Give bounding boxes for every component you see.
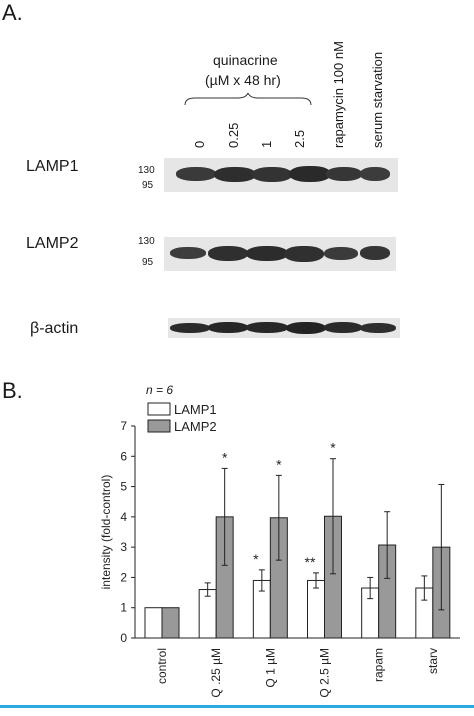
category-label: Q .25 µM	[209, 648, 223, 698]
legend-swatch-lamp2	[147, 419, 171, 433]
band	[324, 322, 362, 333]
significance-marker: *	[276, 456, 282, 472]
blot-lamp1	[164, 158, 398, 192]
blot-label-lamp1: LAMP1	[26, 158, 79, 175]
band	[286, 322, 326, 334]
mw-marker-95-lamp2: 95	[142, 257, 154, 268]
bar-lamp1	[144, 607, 163, 639]
blot-label-lamp2: LAMP2	[26, 235, 79, 252]
category-label: Q 2.5 µM	[318, 648, 332, 698]
lane-label-025: 0.25	[226, 122, 241, 148]
significance-marker: *	[253, 551, 259, 567]
bar-lamp1	[307, 579, 325, 639]
y-tick-label: 2	[120, 570, 127, 584]
lane-label-rapamycin: rapamycin 100 nM	[331, 41, 346, 148]
band	[252, 167, 292, 182]
y-tick-label: 3	[120, 540, 127, 554]
mw-marker-130-lamp2: 130	[138, 236, 155, 247]
y-tick-label: 7	[120, 419, 127, 433]
blot-lamp2	[164, 237, 396, 271]
band	[324, 247, 358, 260]
band	[170, 323, 210, 333]
legend-swatch-lamp1	[147, 402, 171, 416]
y-tick-label: 1	[120, 601, 127, 615]
band	[289, 166, 331, 182]
significance-marker: **	[305, 554, 316, 570]
y-tick-label: 5	[120, 480, 127, 494]
y-tick-label: 0	[120, 631, 127, 645]
y-tick-label: 6	[120, 449, 127, 463]
band	[208, 322, 248, 333]
category-label: control	[155, 648, 169, 684]
panel-b-letter: B.	[2, 378, 23, 403]
lane-label-0: 0	[192, 140, 207, 148]
lane-label-25: 2.5	[292, 129, 307, 148]
lane-label-serum-starvation: serum starvation	[370, 51, 385, 148]
bar-chart: 0 1 2 3 4 5 6 7 intensity (fold-control) control *…	[99, 402, 460, 698]
band	[246, 322, 288, 333]
significance-marker: *	[222, 449, 228, 465]
lane-label-1: 1	[259, 140, 274, 148]
band	[246, 246, 288, 261]
band	[208, 246, 248, 261]
category-label: rapam	[372, 648, 386, 682]
significance-marker: *	[330, 440, 336, 456]
category-label: starv	[426, 648, 440, 674]
band	[360, 167, 390, 181]
mw-marker-95-lamp1: 95	[142, 180, 154, 191]
band	[326, 167, 362, 181]
legend-label-lamp2: LAMP2	[174, 419, 217, 434]
category-label: Q 1 µM	[263, 648, 277, 688]
n-label: n = 6	[146, 383, 174, 397]
legend-label-lamp1: LAMP1	[174, 402, 217, 417]
band	[176, 167, 216, 181]
bar-lamp1	[198, 589, 217, 639]
band	[360, 323, 396, 333]
blot-label-beta-actin: β-actin	[30, 320, 79, 337]
treatment-label-line2: (µM x 48 hr)	[205, 72, 281, 88]
treatment-brace	[184, 93, 312, 106]
y-axis-label: intensity (fold-control)	[99, 475, 113, 590]
band	[170, 247, 206, 259]
y-tick-label: 4	[120, 510, 127, 524]
band	[284, 246, 324, 262]
treatment-label-line1: quinacrine	[213, 52, 278, 68]
band	[360, 246, 390, 260]
blot-beta-actin	[168, 318, 400, 338]
footer-rule	[0, 705, 474, 708]
panel-a-letter: A.	[2, 0, 23, 25]
bar-lamp2	[161, 607, 180, 639]
band	[214, 167, 256, 182]
mw-marker-130-lamp1: 130	[138, 165, 155, 176]
